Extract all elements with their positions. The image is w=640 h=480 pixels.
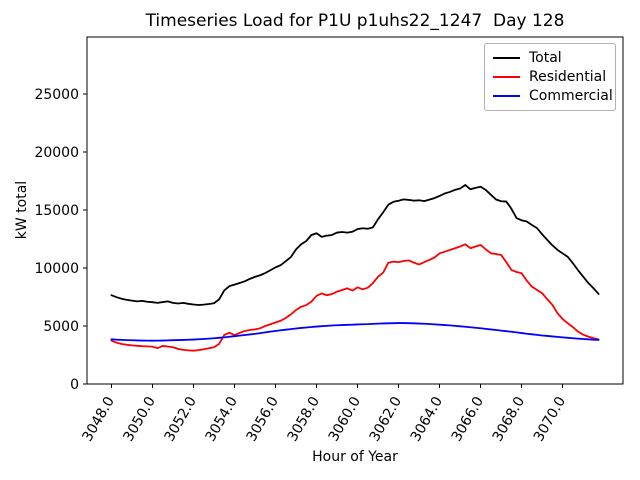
- x-tick-label: 3066.0: [449, 394, 487, 444]
- x-tick-label: 3054.0: [203, 394, 241, 444]
- series-line-total: [110, 184, 600, 306]
- y-tick-label: 5000: [43, 319, 79, 335]
- y-tick-label: 25000: [34, 87, 79, 103]
- x-tick-label: 3052.0: [162, 394, 200, 444]
- legend-label-commercial: Commercial: [529, 87, 613, 104]
- x-tick-label: 3056.0: [244, 394, 282, 444]
- x-tick-label: 3062.0: [367, 394, 405, 444]
- x-tick-label: 3050.0: [121, 394, 159, 444]
- legend-item-commercial: Commercial: [493, 86, 613, 105]
- y-tick-label: 0: [70, 377, 79, 393]
- series-line-commercial: [110, 322, 600, 342]
- x-tick-label: 3070.0: [531, 394, 569, 444]
- total-line-sample-icon: [493, 57, 520, 60]
- y-axis-label: kW total: [14, 180, 30, 240]
- x-axis-label: Hour of Year: [312, 449, 398, 465]
- legend-label-total: Total: [529, 50, 562, 67]
- x-tick-label: 3060.0: [326, 394, 364, 444]
- x-tick-label: 3068.0: [490, 394, 528, 444]
- x-tick-label: 3064.0: [408, 394, 446, 444]
- legend-item-residential: Residential: [493, 68, 607, 87]
- chart-title: Timeseries Load for P1U p1uhs22_1247 Day…: [145, 11, 565, 31]
- axes-frame: [86, 36, 624, 385]
- commercial-line-sample-icon: [493, 94, 520, 97]
- residential-line-sample-icon: [493, 76, 520, 78]
- y-tick-label: 15000: [34, 203, 79, 219]
- legend-item-total: Total: [493, 49, 607, 68]
- legend: Total Residential Commercial: [484, 43, 616, 111]
- x-tick-label: 3058.0: [285, 394, 323, 444]
- y-tick-label: 10000: [34, 261, 79, 277]
- y-tick-label: 20000: [34, 145, 79, 161]
- series-line-residential: [110, 243, 600, 352]
- x-tick-label: 3048.0: [80, 394, 118, 444]
- legend-label-residential: Residential: [529, 69, 607, 85]
